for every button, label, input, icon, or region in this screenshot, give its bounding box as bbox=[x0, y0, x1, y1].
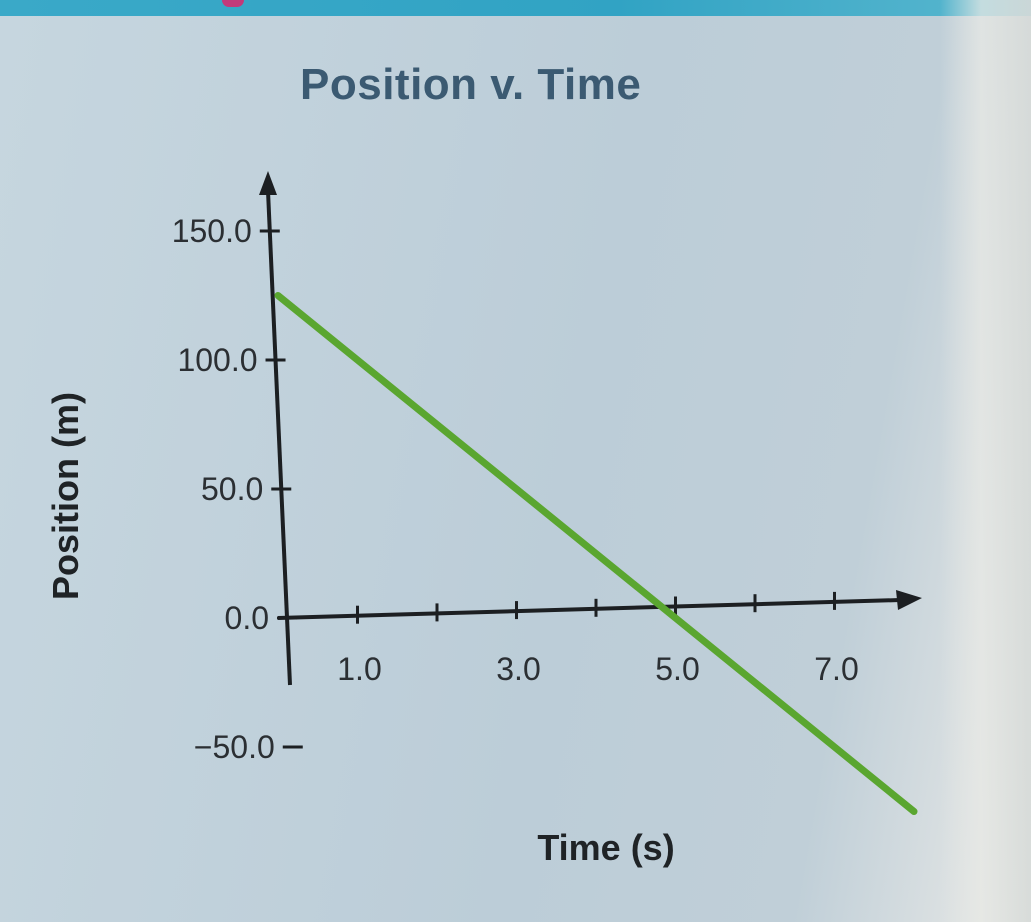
y-tick-label: 100.0 bbox=[177, 342, 257, 378]
axes bbox=[259, 171, 922, 686]
header-strip bbox=[0, 0, 1031, 16]
x-tick-label: 5.0 bbox=[655, 651, 699, 687]
chart-title: Position v. Time bbox=[300, 60, 642, 109]
y-tick-label: −50.0 bbox=[194, 729, 275, 765]
series-layer bbox=[274, 292, 918, 815]
x-axis-label: Time (s) bbox=[537, 827, 674, 868]
x-tick-label: 1.0 bbox=[337, 651, 381, 687]
y-axis bbox=[266, 190, 292, 686]
page-edge bbox=[940, 0, 1031, 922]
x-tick-label: 7.0 bbox=[814, 651, 858, 687]
y-tick-label: 150.0 bbox=[172, 213, 252, 249]
header-mark bbox=[222, 0, 244, 7]
x-tick-label: 3.0 bbox=[496, 651, 540, 687]
y-tick-label: 0.0 bbox=[225, 600, 269, 636]
y-axis-label: Position (m) bbox=[45, 392, 86, 600]
ticks: 1.0 3.0 5.0 7.0 150.0 100.0 50.0 0.0 −50.0 bbox=[172, 213, 859, 765]
y-tick-label: 50.0 bbox=[201, 471, 263, 507]
x-axis bbox=[277, 598, 901, 620]
y-axis-arrow bbox=[259, 171, 277, 195]
series-line bbox=[274, 292, 918, 815]
x-axis-arrow bbox=[896, 590, 922, 610]
